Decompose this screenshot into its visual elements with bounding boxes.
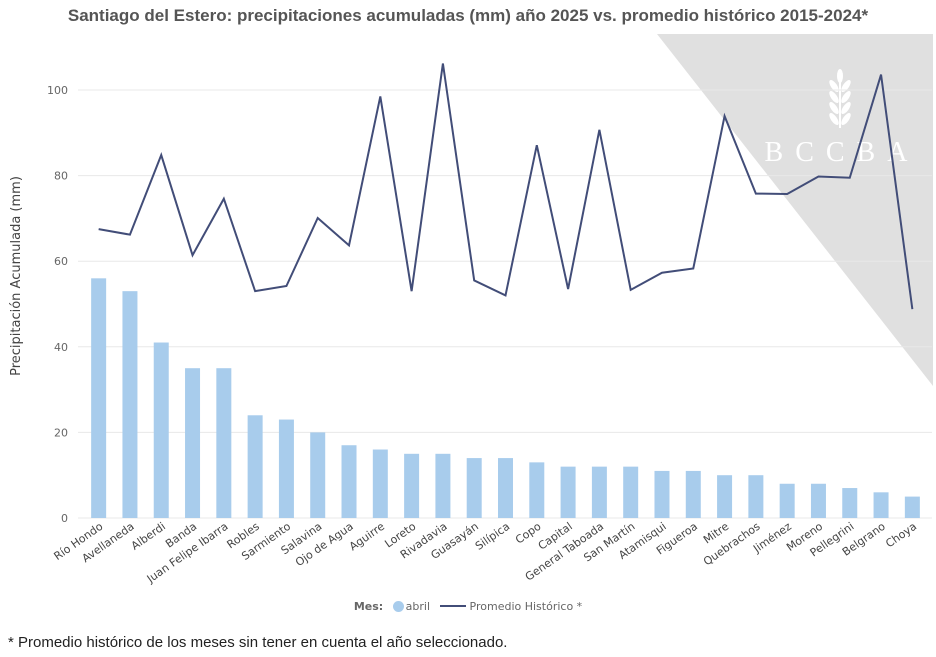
wheat-logo-icon <box>829 69 851 128</box>
bar <box>341 445 357 518</box>
wheat-leaf <box>829 80 839 92</box>
wheat-leaf <box>841 80 851 92</box>
wheat-leaf <box>837 69 843 83</box>
x-tick-label: Silípica <box>473 520 512 553</box>
bar <box>904 496 920 518</box>
watermark-triangle <box>657 34 933 386</box>
footnote: * Promedio histórico de los meses sin te… <box>8 634 508 651</box>
x-tick-label: Aguirre <box>347 520 387 554</box>
y-tick-label: 100 <box>47 84 68 97</box>
bar <box>435 453 451 518</box>
bar <box>591 466 607 518</box>
legend-line-label[interactable]: Promedio Histórico * <box>469 600 583 613</box>
bar <box>779 483 795 518</box>
bar <box>404 453 420 518</box>
bar <box>216 368 232 518</box>
y-tick-label: 80 <box>54 170 68 183</box>
bar <box>810 483 826 518</box>
bar <box>529 462 545 518</box>
wheat-leaf <box>841 113 851 125</box>
bar <box>748 475 764 518</box>
legend-bar-swatch <box>392 601 404 612</box>
bar <box>91 278 107 518</box>
legend: Mes: abril Promedio Histórico * <box>0 600 936 613</box>
legend-title: Mes: <box>353 600 384 613</box>
y-axis-label: Precipitación Acumulada (mm) <box>9 176 24 376</box>
y-tick-label: 0 <box>61 512 68 525</box>
bar <box>310 432 326 518</box>
bar <box>372 449 388 518</box>
x-tick-label: Alberdi <box>129 520 168 553</box>
bar <box>122 291 138 518</box>
bar <box>466 458 482 518</box>
wheat-stem <box>839 70 841 128</box>
wheat-leaf <box>841 91 851 103</box>
wheat-leaf <box>829 113 839 125</box>
bar <box>153 342 169 518</box>
bar <box>623 466 639 518</box>
chart-title: Santiago del Estero: precipitaciones acu… <box>67 6 869 25</box>
legend-line-swatch <box>439 605 466 607</box>
bar <box>498 458 513 518</box>
legend-bar-label[interactable]: abril <box>405 600 431 613</box>
bar <box>247 415 263 518</box>
bar <box>185 368 201 518</box>
bar <box>873 492 889 518</box>
wheat-leaf <box>829 102 839 114</box>
x-tick-label: Choya <box>883 520 919 551</box>
wheat-leaf <box>829 91 839 103</box>
chart-plot: BCCBA 0 20 40 60 80 100 Precipitación Acumulada… <box>9 34 933 586</box>
bar <box>560 466 576 518</box>
bar <box>685 470 701 518</box>
watermark-text: BCCBA <box>765 137 920 168</box>
bar <box>842 488 858 518</box>
wheat-leaf <box>841 102 851 114</box>
bar <box>717 475 733 518</box>
y-tick-label: 60 <box>54 255 68 268</box>
bar <box>654 470 670 518</box>
y-tick-label: 20 <box>54 426 68 439</box>
bar <box>278 419 294 518</box>
y-tick-label: 40 <box>54 341 68 354</box>
